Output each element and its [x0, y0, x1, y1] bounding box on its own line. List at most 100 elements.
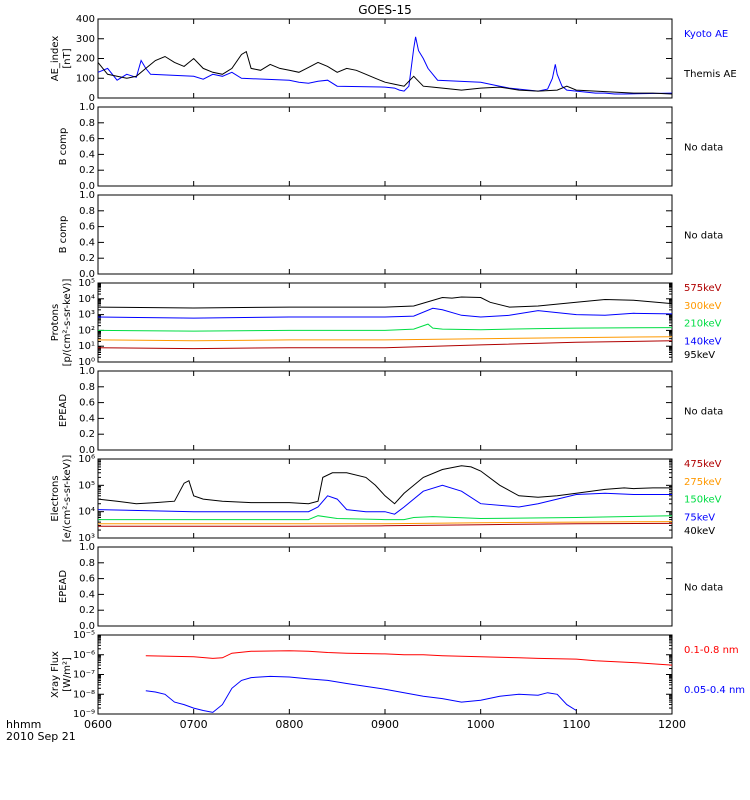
series-line-210kev	[97, 323, 673, 332]
series-line-95kev	[97, 296, 673, 309]
y-tick-label: 0.0	[79, 445, 95, 456]
y-axis-label: B comp	[58, 128, 69, 166]
series-line-150kev	[98, 515, 673, 521]
legend-entry: 75keV	[684, 512, 715, 523]
legend-entry: 140keV	[684, 336, 722, 347]
y-axis-label: B comp	[58, 216, 69, 254]
y-tick-label: 10⁶	[78, 454, 95, 465]
series-line-575kev	[97, 340, 673, 350]
legend-entry: 210keV	[684, 319, 722, 330]
y-axis-label: [p/(cm²-s-sr-keV)]	[62, 279, 73, 367]
y-tick-label: 10⁵	[78, 278, 95, 289]
y-tick-label: 0.8	[79, 206, 95, 217]
time-unit-label: hhmm	[6, 718, 41, 731]
y-tick-label: 0.4	[79, 149, 95, 160]
y-tick-label: 10⁰	[78, 357, 95, 368]
x-tick-label: 0900	[371, 718, 399, 731]
panel-bcomp1: 0.0 0.2 0.4 0.6 0.8 1.0 B comp No data	[58, 102, 723, 192]
x-tick-label: 0800	[275, 718, 303, 731]
legend-entry: 95keV	[684, 350, 715, 361]
y-tick-label: 400	[76, 14, 95, 25]
y-tick-label: 10⁵	[78, 480, 95, 491]
legend-entry: 40keV	[684, 526, 715, 537]
series-line-275kev	[98, 521, 673, 525]
panel-epead2: 0.0 0.2 0.4 0.6 0.8 1.0 EPEAD No data	[58, 542, 723, 632]
series-line-300kev	[97, 336, 673, 342]
series-line-kyoto-ae	[97, 36, 673, 95]
y-axis-label: EPEAD	[58, 570, 69, 604]
legend-entry: 275keV	[684, 477, 722, 488]
y-axis-label: Protons	[50, 304, 61, 341]
legend-entry: 300keV	[684, 301, 722, 312]
y-tick-label: 0.4	[79, 237, 95, 248]
legend-entry: Kyoto AE	[684, 29, 728, 40]
panel-frame	[97, 634, 673, 715]
y-tick-label: 10²	[78, 325, 95, 336]
series-line-140kev	[97, 307, 673, 319]
y-tick-label: 10⁻⁹	[73, 709, 95, 720]
panels-group: 0 100 200 300 400 AE_index [nT] Kyoto AE Themis …	[50, 14, 745, 720]
y-tick-label: 0.8	[79, 382, 95, 393]
y-tick-label: 10⁴	[78, 294, 95, 305]
y-tick-label: 10⁴	[78, 507, 95, 518]
y-tick-label: 0.2	[79, 165, 95, 176]
y-tick-label: 1.0	[79, 366, 95, 377]
y-tick-label: 1.0	[79, 102, 95, 113]
y-tick-label: 10⁻⁵	[73, 630, 95, 641]
y-tick-label: 1.0	[79, 190, 95, 201]
x-tick-label: 1100	[562, 718, 590, 731]
legend-entry: 575keV	[684, 283, 722, 294]
panel-frame	[97, 106, 673, 187]
panel-frame	[97, 194, 673, 275]
series-line-0-05-0-4-nm	[145, 675, 577, 713]
panel-epead1: 0.0 0.2 0.4 0.6 0.8 1.0 EPEAD No data	[58, 366, 723, 456]
no-data-label: No data	[684, 231, 723, 242]
y-tick-label: 1.0	[79, 542, 95, 553]
y-tick-label: 0.6	[79, 574, 95, 585]
y-tick-label: 300	[76, 34, 95, 45]
y-tick-label: 100	[76, 73, 95, 84]
y-tick-label: 10⁻⁸	[73, 689, 95, 700]
y-axis-label: EPEAD	[58, 394, 69, 428]
y-tick-label: 0.8	[79, 558, 95, 569]
no-data-label: No data	[684, 583, 723, 594]
y-tick-label: 0.2	[79, 253, 95, 264]
legend-entry: 475keV	[684, 459, 722, 470]
y-axis-label: [nT]	[62, 48, 73, 68]
date-label: 2010 Sep 21	[6, 730, 76, 743]
panel-frame	[97, 458, 673, 539]
time-axis: 0600 0700 0800 0900 1000 1100 1200	[84, 19, 686, 731]
y-tick-label: 10³	[78, 310, 95, 321]
series-line-40kev	[97, 465, 672, 505]
y-tick-label: 0.6	[79, 222, 95, 233]
panel-ae: 0 100 200 300 400 AE_index [nT] Kyoto AE Themis …	[50, 14, 737, 104]
x-tick-label: 1000	[467, 718, 495, 731]
x-tick-label: 0600	[84, 718, 112, 731]
y-tick-label: 10⁻⁷	[73, 670, 95, 681]
y-axis-label: Electrons	[50, 475, 61, 521]
legend-entry: 0.1-0.8 nm	[684, 645, 739, 656]
y-axis-label: [W/m²]	[62, 657, 73, 692]
y-tick-label: 200	[76, 54, 95, 65]
y-tick-label: 10⁻⁶	[73, 650, 95, 661]
y-tick-label: 10³	[78, 533, 95, 544]
series-line-75kev	[97, 484, 672, 515]
y-tick-label: 0.0	[79, 181, 95, 192]
y-tick-label: 0.6	[79, 398, 95, 409]
y-tick-label: 0.4	[79, 589, 95, 600]
legend-entry: Themis AE	[683, 69, 737, 80]
panel-xray: 10⁻⁹ 10⁻⁸ 10⁻⁷ 10⁻⁶ 10⁻⁵ Xray Flux [W/m²] 0.1-0…	[50, 630, 745, 720]
panel-bcomp2: 0.0 0.2 0.4 0.6 0.8 1.0 B comp No data	[58, 190, 723, 280]
panel-protons: 10⁰ 10¹ 10² 10³ 10⁴ 10⁵ Protons [p/(cm²-s-sr-ke…	[50, 278, 722, 368]
series-line-475kev	[98, 522, 673, 527]
panel-frame	[97, 282, 673, 363]
figure-title: GOES-15	[358, 3, 412, 17]
y-axis-label: [e/(cm²-s-sr-keV)]	[62, 455, 73, 543]
legend-entry: 0.05-0.4 nm	[684, 685, 745, 696]
y-tick-label: 0.0	[79, 621, 95, 632]
no-data-label: No data	[684, 143, 723, 154]
series-line-0-1-0-8-nm	[145, 650, 673, 666]
panel-frame	[97, 370, 673, 451]
x-tick-label: 0700	[180, 718, 208, 731]
